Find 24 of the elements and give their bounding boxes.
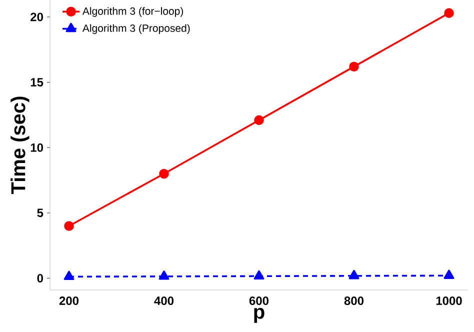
point	[254, 270, 264, 280]
point	[254, 115, 264, 126]
x-tick-label: 800	[344, 296, 364, 306]
legend-label: Algorithm 3 (for−loop)	[82, 7, 184, 17]
point	[64, 270, 74, 280]
point	[444, 270, 454, 280]
point	[159, 168, 169, 179]
y-tick-label: 10	[30, 143, 43, 152]
x-axis-title: p	[254, 308, 264, 323]
y-tick-label: 5	[37, 208, 44, 218]
x-tick-label: 600	[249, 296, 269, 306]
point	[444, 8, 454, 18]
y-tick-label: 15	[30, 78, 44, 86]
x-tick-label: 400	[154, 296, 174, 306]
point	[348, 270, 360, 280]
point	[158, 270, 170, 280]
x-tick-label: 1000	[436, 296, 462, 306]
y-tick-label: 0	[37, 274, 43, 282]
legend-label: Algorithm 3 (Proposed)	[82, 24, 190, 34]
x-tick-label: 200	[59, 296, 79, 306]
point	[64, 221, 74, 231]
y-tick-label: 20	[30, 12, 43, 22]
y-axis-title: Time (sec)	[10, 96, 30, 194]
point	[349, 62, 359, 72]
